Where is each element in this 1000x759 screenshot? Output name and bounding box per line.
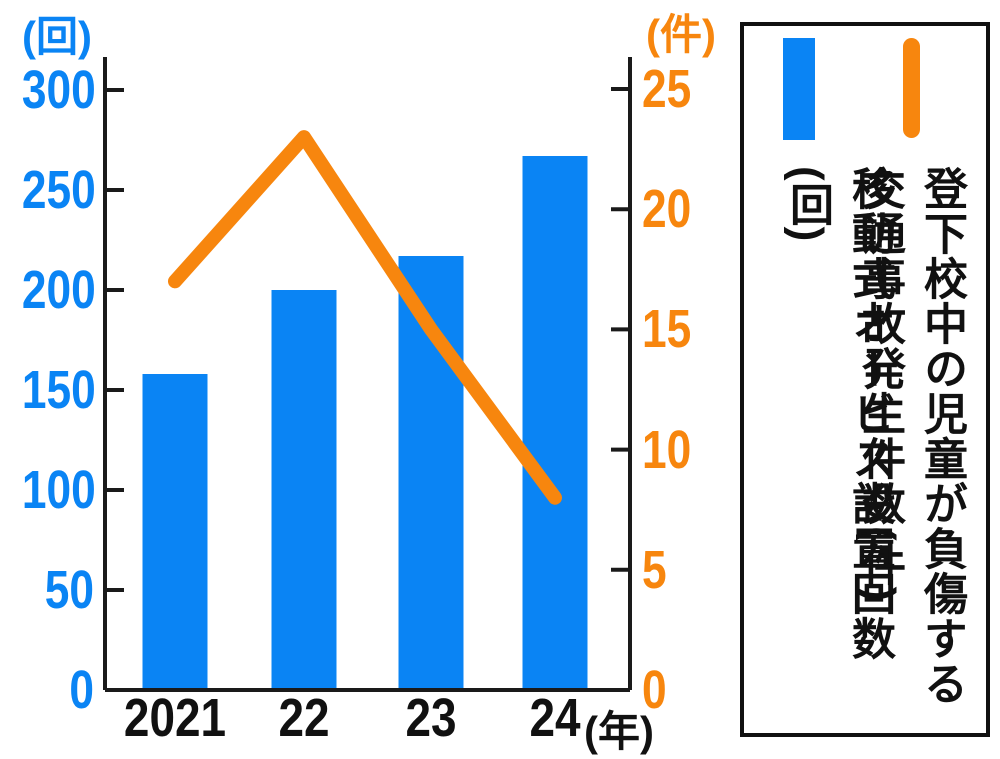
y-axis-right-tick-label-5: 5 bbox=[642, 539, 667, 600]
x-axis-label-22: 22 bbox=[278, 688, 330, 748]
left-axis-unit-label: (回) bbox=[22, 13, 92, 60]
bar-24 bbox=[522, 156, 588, 690]
y-axis-right-tick-label-15: 15 bbox=[642, 299, 692, 360]
y-axis-right-tick-label-0: 0 bbox=[642, 660, 667, 720]
legend-line-series-label: 登下校中の児童が負傷する 交通事故発生件数(件) bbox=[848, 166, 972, 706]
y-axis-left-tick-label-50: 50 bbox=[44, 560, 94, 620]
y-axis-left-tick-label-100: 100 bbox=[21, 460, 96, 520]
y-axis-left-tick-label-150: 150 bbox=[21, 360, 96, 420]
y-axis-right-tick-label-10: 10 bbox=[642, 419, 692, 480]
y-axis-left-tick-label-250: 250 bbox=[21, 160, 96, 220]
y-axis-left-tick-label-0: 0 bbox=[69, 660, 94, 720]
y-axis-right-tick-label-25: 25 bbox=[642, 59, 692, 119]
y-axis-right-tick-label-20: 20 bbox=[642, 179, 692, 240]
bar-22 bbox=[271, 290, 337, 690]
x-axis-label-2021: 2021 bbox=[123, 688, 227, 748]
legend: 登下校中の児童が負傷する 交通事故発生件数(件) 移動式オービス設置回数(回) bbox=[740, 22, 990, 737]
bar-2021 bbox=[142, 374, 208, 690]
legend-line-series-label-line2: 交通事故発生件数(件) bbox=[855, 166, 904, 603]
y-axis-left-tick-label-300: 300 bbox=[21, 60, 96, 120]
legend-line-swatch bbox=[903, 38, 920, 138]
right-axis-unit-label: (件) bbox=[646, 11, 716, 58]
x-axis-label-24: 24 bbox=[529, 688, 581, 748]
legend-bar-series-label: 移動式オービス設置回数(回) bbox=[783, 166, 894, 661]
x-axis-unit-label: (年) bbox=[584, 708, 654, 755]
y-axis-left-tick-label-200: 200 bbox=[21, 260, 96, 320]
legend-line-series-label-line1: 登下校中の児童が負傷する bbox=[917, 166, 966, 706]
x-axis-label-23: 23 bbox=[405, 688, 457, 748]
legend-bar-swatch bbox=[783, 38, 815, 140]
line-series bbox=[168, 130, 562, 505]
